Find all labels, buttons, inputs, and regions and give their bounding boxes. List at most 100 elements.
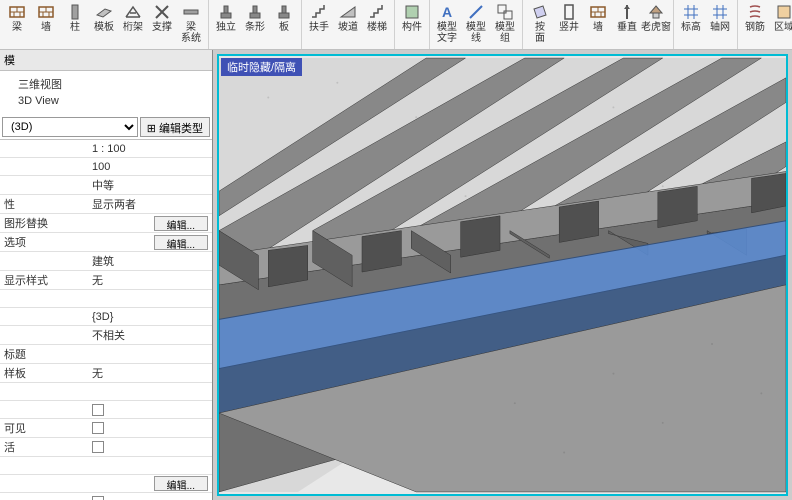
property-value[interactable]	[88, 391, 212, 393]
property-value[interactable]: 编辑...	[88, 215, 212, 232]
property-value[interactable]	[88, 298, 212, 300]
edit-button[interactable]: 编辑...	[154, 216, 208, 231]
property-value[interactable]: 1 : 100	[88, 142, 212, 156]
ribbon-button-梁系统[interactable]: 梁系统	[177, 2, 205, 44]
ribbon-button-桁架[interactable]: 桁架	[119, 2, 147, 44]
property-row[interactable]	[0, 401, 212, 419]
property-row[interactable]: 1 : 100	[0, 140, 212, 158]
ribbon-button-梁[interactable]: 梁	[3, 2, 31, 44]
ribbon-label: 钢筋	[745, 22, 765, 33]
property-row[interactable]: 编辑...	[0, 475, 212, 493]
property-value[interactable]	[88, 421, 212, 435]
property-row[interactable]: 标题	[0, 345, 212, 364]
property-value[interactable]	[88, 495, 212, 500]
ribbon-button-墙[interactable]: 墙	[32, 2, 60, 44]
property-value[interactable]	[88, 403, 212, 417]
property-row[interactable]: 图形替换编辑...	[0, 214, 212, 233]
edit-type-button[interactable]: ⊞ 编辑类型	[140, 117, 210, 137]
property-row[interactable]: 中等	[0, 176, 212, 195]
ribbon-label: 条形	[245, 22, 265, 33]
ribbon-button-模板[interactable]: 模板	[90, 2, 118, 44]
property-row[interactable]	[0, 457, 212, 475]
ribbon-button-楼梯[interactable]: 楼梯	[363, 2, 391, 33]
ribbon-button-构件[interactable]: 构件	[398, 2, 426, 33]
property-value[interactable]	[88, 353, 212, 355]
property-row[interactable]	[0, 290, 212, 308]
ribbon-button-按面[interactable]: 按面	[526, 2, 554, 44]
property-row[interactable]: 样板无	[0, 364, 212, 383]
property-value[interactable]: 编辑...	[88, 475, 212, 492]
ribbon-group: 按面竖井墙垂直老虎窗	[523, 0, 674, 49]
ribbon-button-板[interactable]: 板	[270, 2, 298, 33]
property-key	[0, 465, 88, 467]
property-value[interactable]: 显示两者	[88, 195, 212, 213]
property-row[interactable]	[0, 493, 212, 500]
property-row[interactable]: 建筑	[0, 252, 212, 271]
ribbon-group: A模型文字模型线模型组	[430, 0, 523, 49]
ribbon-button-区域[interactable]: 区域	[770, 2, 792, 33]
property-value[interactable]	[88, 465, 212, 467]
ribbon-button-垂直[interactable]: 垂直	[613, 2, 641, 44]
checkbox[interactable]	[92, 496, 104, 500]
property-value[interactable]: 建筑	[88, 252, 212, 270]
property-row[interactable]: 100	[0, 158, 212, 176]
property-row[interactable]: {3D}	[0, 308, 212, 326]
ribbon-button-独立[interactable]: 独立	[212, 2, 240, 33]
property-value[interactable]: 100	[88, 160, 212, 174]
rebar-icon	[745, 2, 765, 22]
ribbon-button-条形[interactable]: 条形	[241, 2, 269, 33]
tree-title[interactable]: 三维视图	[6, 77, 206, 93]
property-row[interactable]: 不相关	[0, 326, 212, 345]
conn-icon	[216, 2, 236, 22]
ribbon-button-坡道[interactable]: 坡道	[334, 2, 362, 33]
property-value[interactable]	[88, 440, 212, 454]
ribbon-label: 坡道	[338, 22, 358, 33]
property-row[interactable]	[0, 383, 212, 401]
property-value[interactable]: 中等	[88, 176, 212, 194]
property-row[interactable]: 性显示两者	[0, 195, 212, 214]
property-value[interactable]: 编辑...	[88, 234, 212, 251]
ramp-icon	[338, 2, 358, 22]
beam-icon	[181, 2, 201, 22]
ribbon-group: 构件	[395, 0, 430, 49]
view-dropdown[interactable]: (3D)	[2, 117, 138, 137]
checkbox[interactable]	[92, 441, 104, 453]
edit-button[interactable]: 编辑...	[154, 235, 208, 250]
tree-subtitle[interactable]: 3D View	[6, 93, 206, 109]
ribbon-group: 梁墙柱模板桁架支撑梁系统	[0, 0, 209, 49]
property-row[interactable]: 显示样式无	[0, 271, 212, 290]
ribbon-label: 扶手	[309, 22, 329, 33]
edit-button[interactable]: 编辑...	[154, 476, 208, 491]
ribbon-label: 楼梯	[367, 22, 387, 33]
ribbon-button-模型组[interactable]: 模型组	[491, 2, 519, 44]
ribbon-label: 梁系统	[181, 22, 201, 44]
ribbon-button-标高[interactable]: 标高	[677, 2, 705, 33]
ribbon-button-支撑[interactable]: 支撑	[148, 2, 176, 44]
ribbon-button-墙[interactable]: 墙	[584, 2, 612, 44]
property-key	[0, 148, 88, 150]
wall-icon	[7, 2, 27, 22]
checkbox[interactable]	[92, 422, 104, 434]
ribbon-button-模型线[interactable]: 模型线	[462, 2, 490, 44]
property-value[interactable]: 无	[88, 271, 212, 289]
property-value[interactable]: 无	[88, 364, 212, 382]
property-row[interactable]: 选项编辑...	[0, 233, 212, 252]
ribbon-group: 标高轴网	[674, 0, 738, 49]
vert-icon	[617, 2, 637, 22]
ribbon-button-轴网[interactable]: 轴网	[706, 2, 734, 33]
property-row[interactable]: 可见	[0, 419, 212, 438]
ribbon-group: 钢筋区域路径保护层	[738, 0, 792, 49]
ribbon-button-柱[interactable]: 柱	[61, 2, 89, 44]
checkbox[interactable]	[92, 404, 104, 416]
ribbon-button-竖井[interactable]: 竖井	[555, 2, 583, 44]
ribbon-button-模型文字[interactable]: A模型文字	[433, 2, 461, 44]
scene-3d[interactable]	[219, 56, 786, 494]
ribbon-button-老虎窗[interactable]: 老虎窗	[642, 2, 670, 44]
ribbon-button-钢筋[interactable]: 钢筋	[741, 2, 769, 33]
viewport-3d[interactable]: 临时隐藏/隔离	[213, 50, 792, 500]
property-value[interactable]: 不相关	[88, 326, 212, 344]
property-value[interactable]: {3D}	[88, 310, 212, 324]
property-row[interactable]: 活	[0, 438, 212, 457]
face-icon	[530, 2, 550, 22]
ribbon-button-扶手[interactable]: 扶手	[305, 2, 333, 33]
